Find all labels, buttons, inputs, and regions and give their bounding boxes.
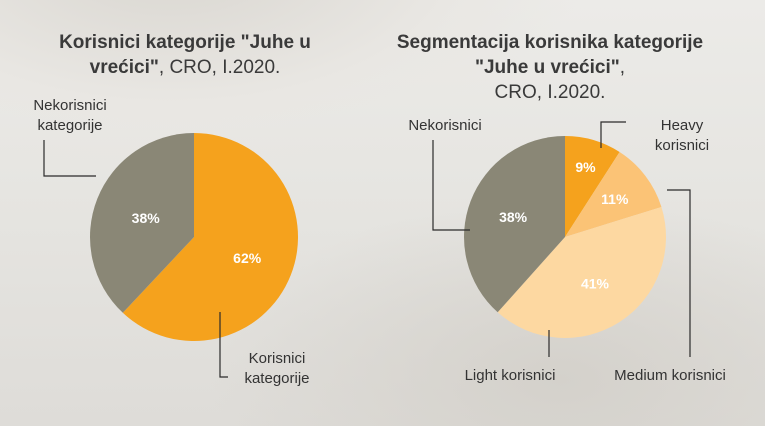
label-line: Korisnici: [248, 350, 306, 367]
label-line: kategorije: [244, 370, 310, 387]
pie-slice-nekorisnici-kategorije: [90, 133, 194, 313]
leader-line: [43, 140, 96, 177]
pie-slice-korisnici-kategorije: [122, 133, 299, 341]
data-label-heavy-korisnici: 9%: [575, 159, 596, 175]
chart-2-title: Segmentacija korisnika kategorije "Juhe …: [396, 32, 704, 103]
label-heavy-korisnici: Heavy korisnici: [632, 116, 732, 156]
label-light-korisnici: Light korisnici: [464, 367, 556, 384]
label-korisnici-kategorije: Korisnici kategorije: [222, 349, 332, 389]
pie-slice-nekorisnici: [464, 136, 565, 313]
data-label-nekorisnici: 38%: [499, 209, 528, 225]
data-label-medium-korisnici: 11%: [601, 191, 629, 207]
label-line: korisnici: [654, 137, 710, 154]
chart-2-title-main: Segmentacija korisnika kategorije "Juhe …: [396, 32, 704, 78]
data-label-light-korisnici: 41%: [581, 276, 610, 292]
data-label-nekorisnici-kategorije: 38%: [132, 210, 161, 226]
label-line: Heavy: [660, 117, 704, 134]
chart-2-title-sub: CRO, I.2020.: [494, 82, 606, 103]
pie-slice-light-korisnici: [497, 207, 667, 338]
label-line: Nekorisnici: [33, 97, 107, 114]
leader-line: [667, 189, 691, 357]
pie-slice-medium-korisnici: [565, 152, 662, 237]
chart-1-title: Korisnici kategorije "Juhe u vrećici", C…: [20, 30, 350, 80]
label-nekorisnici-kategorije: Nekorisnici kategorije: [10, 96, 130, 136]
pie-slice-heavy-korisnici: [565, 136, 620, 237]
label-line: kategorije: [37, 117, 103, 134]
leader-line: [219, 312, 228, 378]
label-medium-korisnici: Medium korisnici: [614, 367, 726, 384]
chart-1-title-main: Korisnici kategorije "Juhe u vrećici": [59, 32, 311, 78]
pie-chart-2: 9% 11% 41% 38%: [464, 136, 667, 338]
leader-line: [432, 140, 470, 231]
pie-chart-1: 62% 38%: [90, 133, 299, 341]
leader-lines: [43, 121, 691, 378]
label-nekorisnici: Nekorisnici: [408, 117, 482, 134]
chart-1-title-sub: , CRO, I.2020.: [158, 57, 281, 78]
data-label-korisnici-kategorije: 62%: [233, 250, 262, 266]
leader-line: [600, 121, 626, 148]
